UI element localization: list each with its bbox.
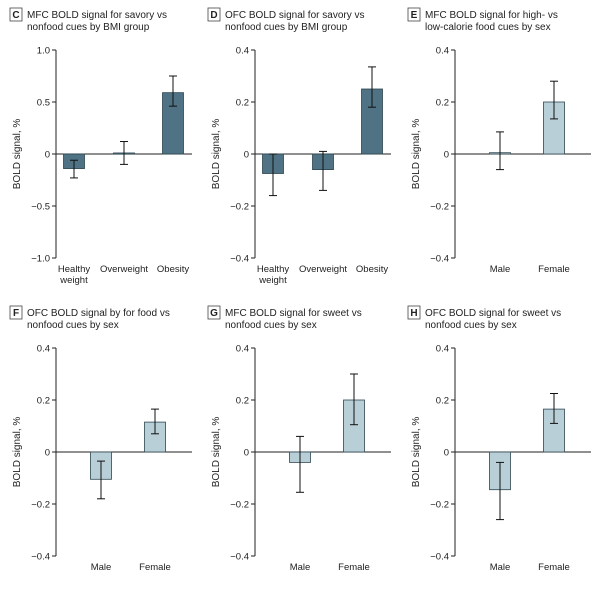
panel-e-category-label-2: Female: [538, 264, 570, 275]
panel-g-ytick-label-0: −0.4: [230, 552, 249, 563]
panel-f-category-label-1: Male: [91, 562, 112, 573]
panel-c-title-line-1: MFC BOLD signal for savory vs: [27, 10, 167, 21]
panel-f-title-line-1: OFC BOLD signal by for food vs: [27, 308, 170, 319]
panel-c-category-label-1-line2: weight: [59, 275, 88, 286]
panel-f-badge: [9, 305, 23, 320]
panel-c-badge: [9, 7, 23, 22]
panel-h-category-label-1: Male: [490, 562, 511, 573]
panel-e-ytick-label-3: 0.2: [436, 98, 449, 109]
panel-f-ytick-label-1: −0.2: [31, 500, 50, 511]
panel-e: E MFC BOLD signal for high- vslow-calorie…: [407, 7, 591, 275]
panel-g-category-label-1: Male: [290, 562, 311, 573]
panel-d-title-line-1: OFC BOLD signal for savory vs: [225, 10, 364, 21]
panel-g-title-line-1: MFC BOLD signal for sweet vs: [225, 308, 362, 319]
panel-d-category-label-2: Overweight: [299, 264, 347, 275]
panel-f-ytick-label-0: −0.4: [31, 552, 50, 563]
panel-c-ytick-label-2: 0: [45, 150, 50, 161]
panel-d-letter: D: [210, 10, 217, 21]
panel-h-ytick-label-2: 0: [444, 448, 449, 459]
panel-d-ytick-label-2: 0: [244, 150, 249, 161]
panel-h-ytick-label-1: −0.2: [430, 500, 449, 511]
panel-e-ylabel: BOLD signal, %: [411, 119, 422, 190]
panel-d-badge: [207, 7, 221, 22]
panel-e-letter: E: [411, 10, 418, 21]
panel-h-letter: H: [410, 308, 417, 319]
panel-c-category-label-2: Overweight: [100, 264, 148, 275]
panel-d-category-label-3: Obesity: [356, 264, 388, 275]
panel-g-badge: [207, 305, 221, 320]
panel-e-badge: [407, 7, 421, 22]
panel-h-title-line-2: nonfood cues by sex: [425, 320, 517, 331]
panel-f-ytick-label-3: 0.2: [37, 396, 50, 407]
panel-d-ylabel: BOLD signal, %: [211, 119, 222, 190]
panel-c-ylabel: BOLD signal, %: [12, 119, 23, 190]
panel-h-ytick-label-0: −0.4: [430, 552, 449, 563]
panel-g-title-line-2: nonfood cues by sex: [225, 320, 317, 331]
panel-e-ytick-label-1: −0.2: [430, 202, 449, 213]
panel-g-ytick-label-2: 0: [244, 448, 249, 459]
panel-d-ytick-label-4: 0.4: [236, 46, 249, 57]
panel-d-ytick-label-0: −0.4: [230, 254, 249, 265]
panel-f-letter: F: [13, 308, 19, 319]
panel-d-ytick-label-3: 0.2: [236, 98, 249, 109]
panel-f-ytick-label-4: 0.4: [37, 344, 50, 355]
panel-h-ylabel: BOLD signal, %: [411, 417, 422, 488]
panel-h-ytick-label-3: 0.2: [436, 396, 449, 407]
panel-f-category-label-2: Female: [139, 562, 171, 573]
panel-d-ytick-label-1: −0.2: [230, 202, 249, 213]
panel-g-ytick-label-4: 0.4: [236, 344, 249, 355]
panel-d-category-label-1: Healthy: [257, 264, 289, 275]
panel-g-ylabel: BOLD signal, %: [211, 417, 222, 488]
panel-g-ytick-label-3: 0.2: [236, 396, 249, 407]
panel-d-category-label-1-line2: weight: [258, 275, 287, 286]
panel-f-ylabel: BOLD signal, %: [12, 417, 23, 488]
panel-g-category-label-2: Female: [338, 562, 370, 573]
panel-e-ytick-label-0: −0.4: [430, 254, 449, 265]
panel-e-ytick-label-4: 0.4: [436, 46, 449, 57]
panel-f-title-line-2: nonfood cues by sex: [27, 320, 119, 331]
panel-c-ytick-label-3: 0.5: [37, 98, 50, 109]
panel-e-title-line-2: low-calorie food cues by sex: [425, 22, 551, 33]
panel-c-letter: C: [12, 10, 19, 21]
panel-h-title-line-1: OFC BOLD signal for sweet vs: [425, 308, 561, 319]
panel-f-ytick-label-2: 0: [45, 448, 50, 459]
panel-c-category-label-1: Healthy: [58, 264, 90, 275]
panel-g-ytick-label-1: −0.2: [230, 500, 249, 511]
panel-c-category-label-3: Obesity: [157, 264, 189, 275]
panel-h-category-label-2: Female: [538, 562, 570, 573]
panel-h-ytick-label-4: 0.4: [436, 344, 449, 355]
panel-e-ytick-label-2: 0: [444, 150, 449, 161]
panel-e-title-line-1: MFC BOLD signal for high- vs: [425, 10, 558, 21]
panel-g-letter: G: [210, 308, 218, 319]
panel-c-ytick-label-1: −0.5: [31, 202, 50, 213]
panel-e-category-label-1: Male: [490, 264, 511, 275]
panel-c-title-line-2: nonfood cues by BMI group: [27, 22, 150, 33]
panel-c-ytick-label-0: −1.0: [31, 254, 50, 265]
panel-h-badge: [407, 305, 421, 320]
panel-c-ytick-label-4: 1.0: [37, 46, 50, 57]
panel-d-title-line-2: nonfood cues by BMI group: [225, 22, 348, 33]
